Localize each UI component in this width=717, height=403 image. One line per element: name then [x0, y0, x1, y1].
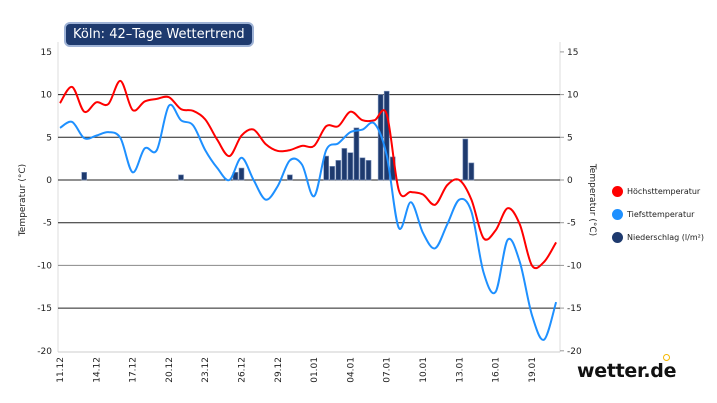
y-tick-left: 15	[41, 48, 52, 58]
precipitation-bar	[365, 160, 372, 181]
legend-label-precip: Niederschlag (l/m²)	[627, 233, 704, 242]
legend-label-max: Höchsttemperatur	[627, 187, 701, 196]
precipitation-bar	[347, 152, 354, 181]
x-tick-label: 10.01	[419, 357, 429, 383]
y-tick-left: 0	[46, 176, 52, 186]
x-tick-label: 14.12	[92, 357, 102, 383]
x-tick-label: 13.01	[455, 357, 465, 383]
x-tick-label: 23.12	[201, 357, 211, 383]
legend: Höchsttemperatur Tiefsttemperatur Nieder…	[612, 186, 704, 255]
y-tick-right: 0	[567, 176, 573, 186]
chart-title: Köln: 42–Tage Wettertrend	[64, 22, 254, 47]
logo-dot-icon	[663, 354, 670, 361]
legend-item-max: Höchsttemperatur	[612, 186, 704, 197]
precipitation-bar	[462, 138, 469, 181]
x-tick-label: 01.01	[310, 357, 320, 383]
y-tick-left: 10	[41, 91, 53, 101]
precipitation-bar	[359, 157, 366, 181]
y-tick-left: -10	[37, 261, 52, 271]
legend-marker-min	[612, 209, 623, 220]
precipitation-bar	[238, 167, 245, 181]
y-tick-right: -20	[567, 347, 582, 357]
x-tick-label: 16.01	[492, 357, 502, 383]
precipitation-bar	[335, 160, 342, 181]
precipitation-bar	[81, 172, 87, 181]
y-tick-right: 5	[567, 133, 573, 143]
precipitation-bar	[341, 148, 348, 181]
y-axis-label-left: Temperatur (°C)	[18, 164, 28, 237]
precipitation-bar	[178, 174, 184, 181]
y-tick-right: 15	[567, 48, 578, 58]
x-tick-label: 26.12	[238, 357, 248, 383]
y-tick-right: -15	[567, 304, 582, 314]
y-axis-label-right: Temperatur (°C)	[587, 163, 597, 236]
legend-item-precip: Niederschlag (l/m²)	[612, 232, 704, 243]
legend-item-min: Tiefsttemperatur	[612, 209, 704, 220]
precipitation-bar	[468, 162, 475, 181]
precipitation-bar	[329, 166, 336, 181]
legend-marker-precip	[612, 232, 623, 243]
y-tick-right: 10	[567, 91, 579, 101]
precipitation-bar	[323, 155, 330, 181]
y-tick-left: 5	[46, 133, 52, 143]
precipitation-bar	[353, 127, 360, 181]
precipitation-bar	[383, 90, 390, 181]
x-tick-label: 19.01	[528, 357, 538, 383]
x-tick-label: 17.12	[129, 357, 139, 383]
legend-marker-max	[612, 186, 623, 197]
x-tick-label: 20.12	[165, 357, 175, 383]
min-temperature-line	[59, 103, 558, 341]
x-tick-label: 04.01	[346, 357, 356, 383]
wetter-de-logo: wetter.de	[577, 360, 677, 382]
x-tick-label: 11.12	[56, 357, 66, 383]
precipitation-bar	[287, 174, 293, 181]
y-tick-left: -15	[37, 304, 52, 314]
max-temperature-line	[59, 79, 557, 270]
x-tick-label: 07.01	[383, 357, 393, 383]
legend-label-min: Tiefsttemperatur	[627, 210, 695, 219]
x-tick-label: 29.12	[274, 357, 284, 383]
y-tick-left: -5	[43, 219, 52, 229]
y-tick-left: -20	[37, 347, 52, 357]
y-tick-right: -5	[567, 219, 576, 229]
y-tick-right: -10	[567, 261, 582, 271]
